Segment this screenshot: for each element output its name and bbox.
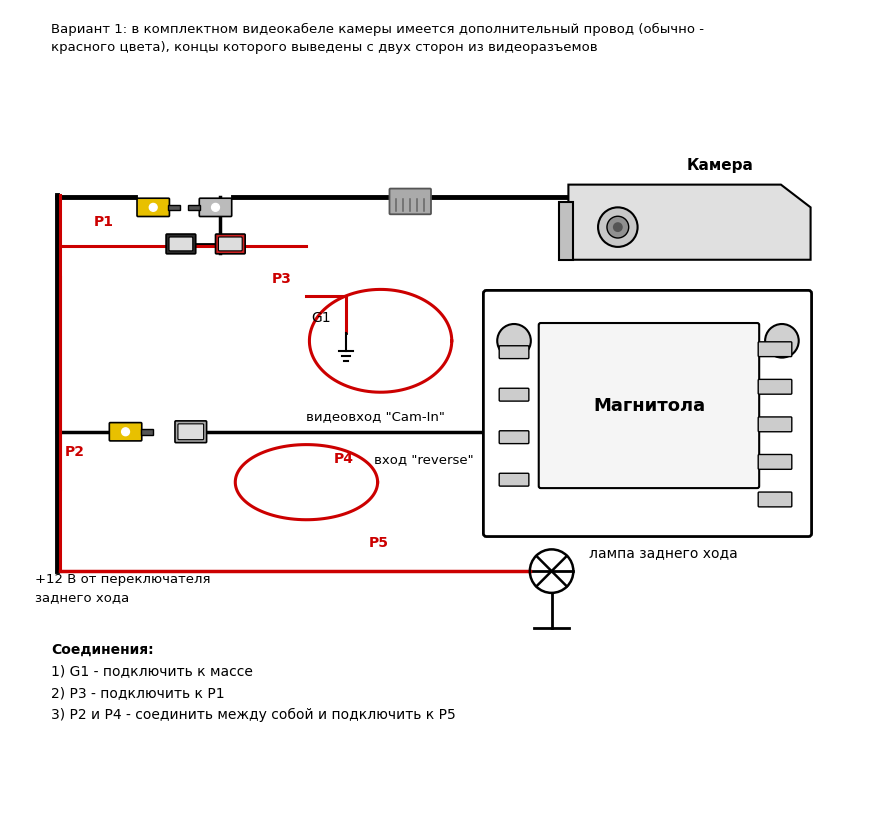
- Text: P3: P3: [272, 273, 292, 287]
- Circle shape: [766, 324, 799, 358]
- FancyBboxPatch shape: [175, 421, 207, 443]
- Text: 2) Р3 - подключить к Р1: 2) Р3 - подключить к Р1: [51, 686, 225, 699]
- FancyBboxPatch shape: [178, 424, 203, 440]
- Text: Соединения:: Соединения:: [51, 642, 154, 656]
- FancyBboxPatch shape: [137, 198, 170, 217]
- Circle shape: [613, 222, 622, 232]
- Text: Камера: Камера: [686, 158, 753, 173]
- FancyBboxPatch shape: [166, 234, 195, 254]
- FancyBboxPatch shape: [499, 346, 529, 359]
- FancyBboxPatch shape: [218, 237, 242, 251]
- Text: видеовход "Cam-In": видеовход "Cam-In": [307, 410, 446, 424]
- FancyBboxPatch shape: [110, 423, 141, 441]
- Bar: [141, 429, 153, 434]
- FancyBboxPatch shape: [484, 291, 812, 537]
- FancyBboxPatch shape: [499, 473, 529, 486]
- Bar: [169, 204, 180, 210]
- Text: P1: P1: [94, 215, 114, 229]
- Bar: [188, 204, 201, 210]
- Polygon shape: [559, 203, 574, 259]
- Text: Вариант 1: в комплектном видеокабеле камеры имеется дополнительный провод (обычн: Вариант 1: в комплектном видеокабеле кам…: [51, 22, 705, 54]
- Text: P4: P4: [334, 452, 354, 466]
- FancyBboxPatch shape: [758, 342, 792, 356]
- FancyBboxPatch shape: [538, 323, 759, 488]
- FancyBboxPatch shape: [758, 455, 792, 470]
- FancyBboxPatch shape: [499, 431, 529, 443]
- Text: 3) Р2 и Р4 - соединить между собой и подключить к Р5: 3) Р2 и Р4 - соединить между собой и под…: [51, 708, 456, 722]
- Circle shape: [149, 204, 157, 211]
- FancyBboxPatch shape: [758, 417, 792, 432]
- Polygon shape: [568, 185, 811, 259]
- Text: G1: G1: [311, 311, 331, 325]
- Text: Магнитола: Магнитола: [593, 397, 705, 415]
- Circle shape: [122, 428, 129, 436]
- Text: лампа заднего хода: лампа заднего хода: [589, 546, 738, 561]
- Text: вход "reverse": вход "reverse": [374, 453, 473, 466]
- FancyBboxPatch shape: [169, 237, 193, 251]
- Text: +12 В от переключателя
заднего хода: +12 В от переключателя заднего хода: [34, 573, 210, 603]
- Text: P5: P5: [369, 536, 389, 550]
- Circle shape: [211, 204, 219, 211]
- FancyBboxPatch shape: [199, 198, 232, 217]
- Text: P2: P2: [65, 444, 84, 458]
- FancyBboxPatch shape: [758, 492, 792, 507]
- Circle shape: [607, 216, 629, 238]
- Circle shape: [497, 324, 530, 358]
- Text: 1) G1 - подключить к массе: 1) G1 - подключить к массе: [51, 664, 254, 678]
- Circle shape: [598, 208, 637, 247]
- FancyBboxPatch shape: [499, 388, 529, 401]
- FancyBboxPatch shape: [390, 189, 431, 214]
- FancyBboxPatch shape: [758, 379, 792, 394]
- FancyBboxPatch shape: [216, 234, 245, 254]
